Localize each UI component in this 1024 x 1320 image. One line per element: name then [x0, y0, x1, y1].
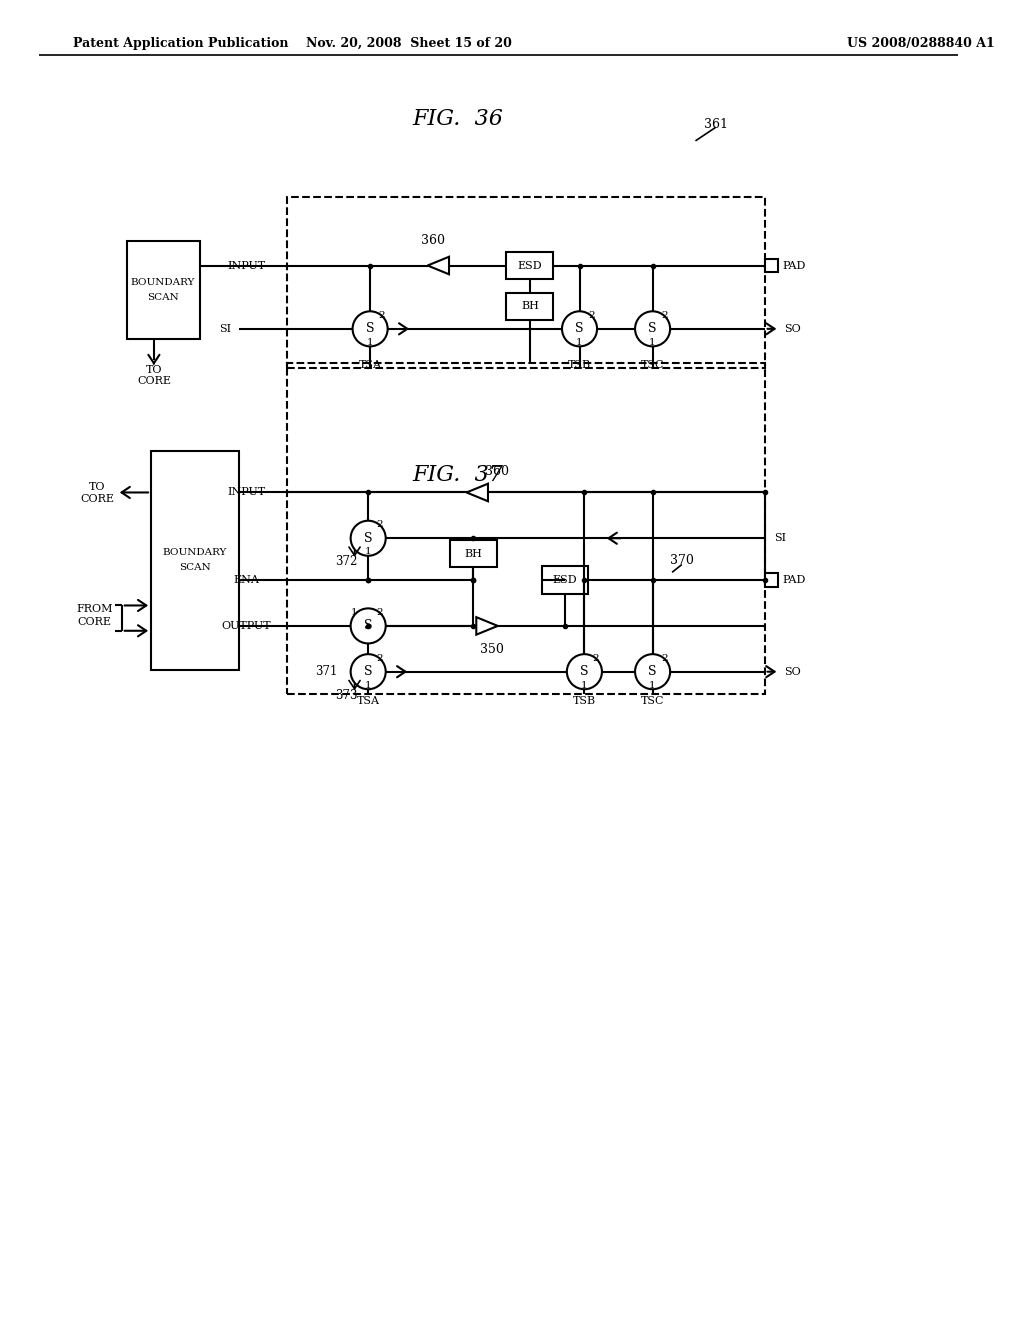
Polygon shape	[476, 618, 498, 635]
Text: Nov. 20, 2008  Sheet 15 of 20: Nov. 20, 2008 Sheet 15 of 20	[306, 37, 512, 50]
Text: 373: 373	[336, 689, 358, 701]
Bar	[288, 363, 765, 694]
Text: S: S	[364, 665, 373, 678]
Text: BH: BH	[465, 549, 482, 558]
Text: 2: 2	[379, 310, 385, 319]
Text: FROM: FROM	[76, 605, 113, 614]
Text: 2: 2	[660, 310, 668, 319]
Text: SI: SI	[774, 533, 786, 544]
Text: 1: 1	[649, 681, 656, 690]
Bar	[765, 573, 778, 587]
Text: TSC: TSC	[641, 696, 665, 706]
Text: INPUT: INPUT	[227, 260, 265, 271]
Text: BOUNDARY: BOUNDARY	[131, 277, 196, 286]
Text: ESD: ESD	[517, 260, 542, 271]
Text: CORE: CORE	[137, 376, 171, 387]
Text: 361: 361	[703, 117, 728, 131]
Bar	[542, 566, 589, 594]
Text: TSA: TSA	[356, 696, 380, 706]
Circle shape	[350, 520, 386, 556]
Text: TSB: TSB	[572, 696, 596, 706]
Bar	[288, 198, 765, 368]
Text: 2: 2	[377, 653, 383, 663]
Text: 2: 2	[377, 520, 383, 529]
Text: 2: 2	[593, 653, 599, 663]
Text: TSB: TSB	[568, 360, 591, 370]
Text: 1: 1	[365, 548, 372, 557]
Text: ESD: ESD	[553, 576, 578, 585]
Text: US 2008/0288840 A1: US 2008/0288840 A1	[848, 37, 995, 50]
Text: 1: 1	[649, 338, 656, 347]
Text: 371: 371	[314, 665, 337, 678]
Text: ENA: ENA	[233, 576, 259, 585]
Text: 1: 1	[365, 681, 372, 690]
Text: INPUT: INPUT	[227, 487, 265, 498]
Text: 2: 2	[660, 653, 668, 663]
Text: FIG.  37: FIG. 37	[413, 463, 503, 486]
Text: FIG.  36: FIG. 36	[413, 108, 503, 131]
Text: 350: 350	[480, 643, 504, 656]
Text: 370: 370	[670, 554, 693, 568]
Text: 1: 1	[581, 681, 588, 690]
Text: TO: TO	[89, 482, 105, 491]
Circle shape	[635, 655, 670, 689]
Text: TSA: TSA	[358, 360, 382, 370]
Circle shape	[562, 312, 597, 346]
Text: BOUNDARY: BOUNDARY	[163, 548, 227, 557]
Circle shape	[350, 609, 386, 643]
Text: CORE: CORE	[78, 616, 112, 627]
Bar	[507, 293, 553, 319]
Text: S: S	[366, 322, 375, 335]
Text: SO: SO	[784, 323, 801, 334]
Text: Patent Application Publication: Patent Application Publication	[73, 37, 289, 50]
Text: TSC: TSC	[641, 360, 665, 370]
Text: 1: 1	[367, 338, 374, 347]
Polygon shape	[467, 483, 488, 502]
Text: CORE: CORE	[81, 494, 115, 504]
Text: PAD: PAD	[782, 260, 806, 271]
Text: S: S	[648, 665, 656, 678]
Circle shape	[350, 655, 386, 689]
Text: 2: 2	[377, 607, 383, 616]
Text: TO: TO	[145, 364, 162, 375]
Text: OUTPUT: OUTPUT	[221, 620, 271, 631]
Text: 1: 1	[351, 607, 357, 616]
Bar	[450, 540, 497, 568]
Text: S: S	[581, 665, 589, 678]
Circle shape	[352, 312, 388, 346]
Text: SCAN: SCAN	[147, 293, 179, 302]
Text: 372: 372	[336, 556, 358, 568]
Polygon shape	[428, 257, 449, 275]
Text: BH: BH	[521, 301, 539, 312]
Bar	[151, 450, 239, 669]
Text: 360: 360	[422, 234, 445, 247]
Text: 360: 360	[484, 465, 509, 478]
Text: SO: SO	[784, 667, 801, 677]
Text: 2: 2	[588, 310, 595, 319]
Circle shape	[567, 655, 602, 689]
Bar	[127, 242, 200, 338]
Text: SI: SI	[219, 323, 230, 334]
Text: S: S	[575, 322, 584, 335]
Text: PAD: PAD	[782, 576, 806, 585]
Text: S: S	[364, 619, 373, 632]
Text: 1: 1	[577, 338, 583, 347]
Bar	[507, 252, 553, 279]
Text: S: S	[648, 322, 656, 335]
Circle shape	[635, 312, 670, 346]
Bar	[765, 259, 778, 272]
Text: SCAN: SCAN	[179, 564, 211, 573]
Text: S: S	[364, 532, 373, 545]
